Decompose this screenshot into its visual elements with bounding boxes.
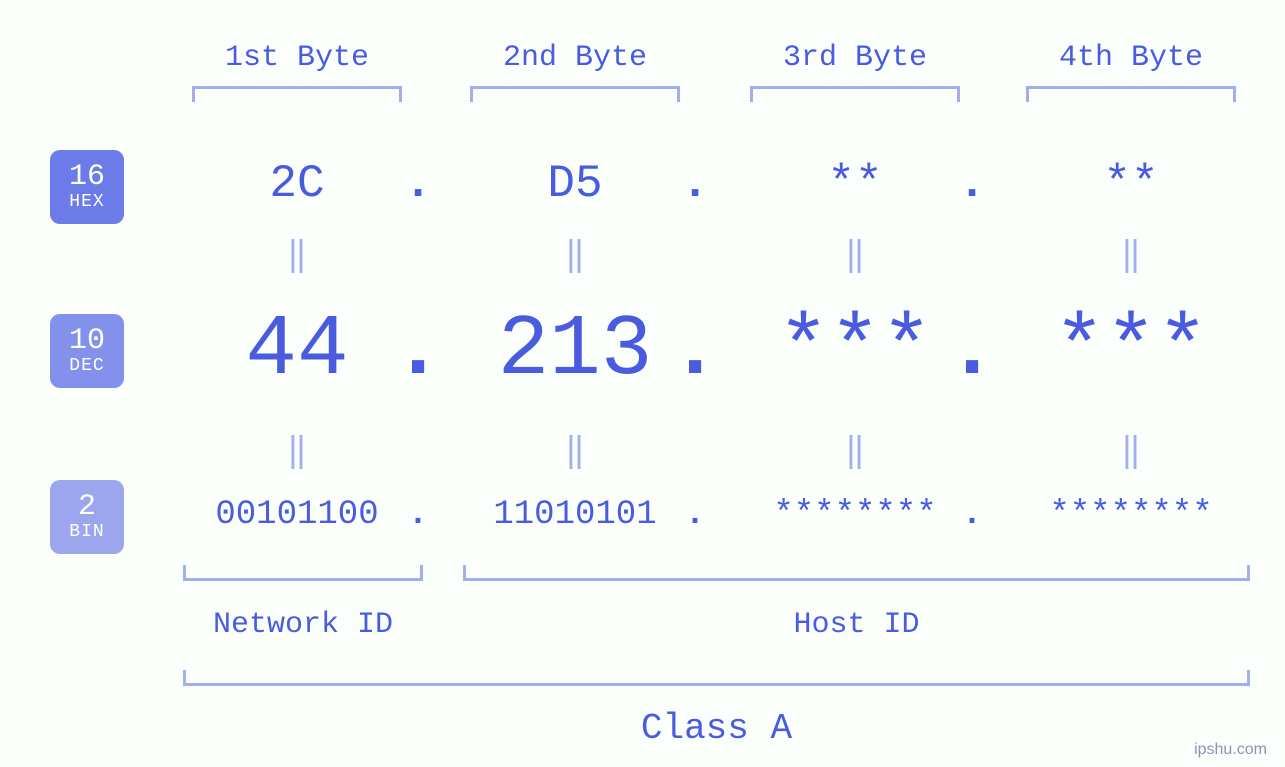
badge-hex-base: 16 bbox=[69, 162, 105, 194]
byte-header-3: 3rd Byte bbox=[715, 38, 995, 78]
badge-hex-label: HEX bbox=[69, 193, 104, 212]
dec-dot-2: . bbox=[665, 294, 725, 406]
equals-top-2: ‖ bbox=[545, 233, 605, 277]
dec-dot-1: . bbox=[388, 294, 448, 406]
byte-header-2: 2nd Byte bbox=[435, 38, 715, 78]
byte-header-1: 1st Byte bbox=[157, 38, 437, 78]
host-id-label: Host ID bbox=[717, 605, 997, 645]
host-id-bracket bbox=[463, 565, 1250, 581]
byte-header-bracket-1 bbox=[192, 86, 402, 102]
byte-header-bracket-2 bbox=[470, 86, 680, 102]
equals-top-3: ‖ bbox=[825, 233, 885, 277]
dec-byte-4: *** bbox=[991, 294, 1271, 406]
badge-bin-base: 2 bbox=[78, 492, 96, 524]
equals-top-4: ‖ bbox=[1101, 233, 1161, 277]
equals-bottom-3: ‖ bbox=[825, 429, 885, 473]
bin-dot-2: . bbox=[665, 493, 725, 537]
hex-dot-3: . bbox=[942, 154, 1002, 214]
network-id-bracket bbox=[183, 565, 423, 581]
class-label: Class A bbox=[557, 704, 877, 752]
hex-dot-1: . bbox=[388, 154, 448, 214]
bin-dot-3: . bbox=[942, 493, 1002, 537]
bin-dot-1: . bbox=[388, 493, 448, 537]
hex-dot-2: . bbox=[665, 154, 725, 214]
bin-byte-4: ******** bbox=[991, 493, 1271, 537]
dec-dot-3: . bbox=[942, 294, 1002, 406]
hex-byte-4: ** bbox=[991, 154, 1271, 214]
equals-top-1: ‖ bbox=[267, 233, 327, 277]
badge-dec: 10DEC bbox=[50, 314, 124, 388]
badge-hex: 16HEX bbox=[50, 150, 124, 224]
badge-dec-label: DEC bbox=[69, 357, 104, 376]
equals-bottom-2: ‖ bbox=[545, 429, 605, 473]
equals-bottom-1: ‖ bbox=[267, 429, 327, 473]
byte-header-bracket-4 bbox=[1026, 86, 1236, 102]
byte-header-bracket-3 bbox=[750, 86, 960, 102]
class-bracket bbox=[183, 670, 1250, 686]
credit-text: ipshu.com bbox=[1194, 741, 1267, 759]
equals-bottom-4: ‖ bbox=[1101, 429, 1161, 473]
network-id-label: Network ID bbox=[163, 605, 443, 645]
badge-bin-label: BIN bbox=[69, 523, 104, 542]
byte-header-4: 4th Byte bbox=[991, 38, 1271, 78]
badge-bin: 2BIN bbox=[50, 480, 124, 554]
badge-dec-base: 10 bbox=[69, 326, 105, 358]
